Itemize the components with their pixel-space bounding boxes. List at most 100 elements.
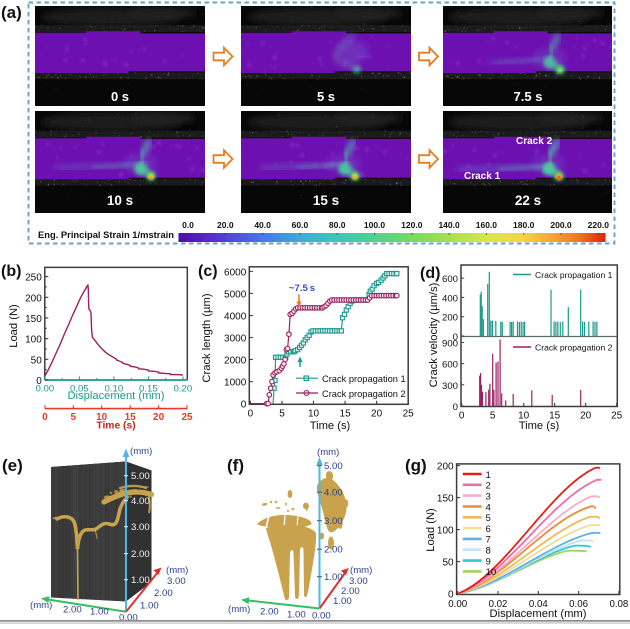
svg-text:3: 3 [486,491,491,502]
svg-text:1.00: 1.00 [140,601,159,612]
svg-text:600: 600 [442,360,458,371]
svg-text:8: 8 [486,546,491,557]
svg-text:10 s: 10 s [107,193,133,208]
svg-text:10: 10 [486,567,497,578]
svg-text:(mm): (mm) [228,604,250,615]
svg-text:5.00: 5.00 [131,471,150,482]
svg-text:(mm): (mm) [30,600,52,611]
svg-text:5: 5 [279,408,285,419]
svg-text:5: 5 [486,513,491,524]
svg-text:100: 100 [25,335,42,346]
svg-text:6: 6 [486,524,491,535]
svg-text:Time (s): Time (s) [96,421,135,432]
svg-text:9: 9 [486,556,491,567]
svg-text:(mm): (mm) [166,565,188,576]
svg-text:140.0: 140.0 [438,220,460,230]
svg-text:2.00: 2.00 [324,545,343,556]
svg-text:1.00: 1.00 [333,596,352,607]
svg-text:20: 20 [371,408,383,419]
svg-text:Displacement (mm): Displacement (mm) [68,390,165,402]
svg-text:Crack length (µm): Crack length (µm) [201,293,213,382]
svg-text:200: 200 [25,293,42,304]
svg-text:0: 0 [448,590,454,601]
svg-text:600: 600 [442,274,458,285]
svg-text:0.00: 0.00 [448,599,467,610]
svg-text:0: 0 [36,376,42,387]
svg-text:200.0: 200.0 [550,220,572,230]
svg-text:2: 2 [486,481,491,492]
svg-text:50: 50 [442,558,454,569]
svg-text:Crack propagation 1: Crack propagation 1 [322,374,406,384]
svg-text:3.00: 3.00 [349,576,368,587]
svg-text:2.00: 2.00 [131,549,150,560]
svg-text:(mm): (mm) [130,446,152,457]
svg-text:200: 200 [442,313,458,324]
svg-text:25: 25 [403,408,415,419]
svg-text:1000: 1000 [224,378,247,389]
svg-text:Time (s): Time (s) [519,420,560,432]
svg-text:2.00: 2.00 [341,586,360,597]
svg-text:0.00: 0.00 [119,613,138,624]
svg-text:15: 15 [125,412,137,423]
svg-text:10: 10 [518,411,530,422]
svg-text:Crack propagation 2: Crack propagation 2 [322,389,406,399]
svg-text:0.04: 0.04 [529,599,548,610]
svg-text:Crack propagation 1: Crack propagation 1 [535,270,613,280]
svg-text:1.00: 1.00 [324,572,343,583]
svg-text:0.02: 0.02 [489,599,508,610]
svg-text:2.00: 2.00 [63,605,82,616]
svg-text:220.0: 220.0 [588,220,610,230]
svg-text:4.00: 4.00 [324,488,343,499]
svg-text:Crack propagation 2: Crack propagation 2 [535,343,613,353]
svg-text:Eng. Principal Strain 1/mstrai: Eng. Principal Strain 1/mstrain [38,230,174,241]
svg-text:20.0: 20.0 [217,220,234,230]
svg-text:(e): (e) [2,456,23,475]
svg-text:60.0: 60.0 [292,220,309,230]
svg-text:0: 0 [453,402,458,413]
svg-text:0.20: 0.20 [174,384,193,395]
svg-text:0: 0 [248,408,254,419]
svg-text:180.0: 180.0 [513,220,535,230]
svg-text:Displacement (mm): Displacement (mm) [490,608,587,620]
svg-text:~7.5 s: ~7.5 s [289,283,315,294]
svg-text:0: 0 [459,411,465,422]
svg-text:2000: 2000 [224,356,247,367]
svg-text:5.00: 5.00 [324,461,343,472]
svg-text:3.00: 3.00 [131,522,150,533]
svg-text:400: 400 [442,293,458,304]
svg-text:120.0: 120.0 [401,220,423,230]
svg-text:(g): (g) [405,456,427,475]
svg-text:(f): (f) [227,456,244,475]
svg-text:(mm): (mm) [317,447,339,458]
svg-text:5: 5 [490,411,496,422]
svg-text:Load (N): Load (N) [425,508,437,552]
svg-text:Load (N): Load (N) [8,304,20,348]
svg-text:100: 100 [437,526,454,537]
svg-text:80.0: 80.0 [329,220,346,230]
svg-text:1.00: 1.00 [131,575,150,586]
svg-text:0.08: 0.08 [609,599,628,610]
svg-text:2.00: 2.00 [260,607,279,618]
svg-text:0.05: 0.05 [70,384,89,395]
svg-text:0: 0 [42,412,48,423]
svg-text:3000: 3000 [224,334,247,345]
svg-text:4000: 4000 [224,312,247,323]
svg-text:4: 4 [486,502,492,513]
svg-text:5 s: 5 s [317,89,335,104]
svg-text:10: 10 [96,412,108,423]
svg-text:0: 0 [453,332,458,343]
svg-text:40.0: 40.0 [254,220,271,230]
svg-text:5: 5 [71,412,77,423]
svg-text:7.5 s: 7.5 s [514,89,543,104]
svg-text:0.00: 0.00 [36,384,55,395]
svg-text:160.0: 160.0 [476,220,498,230]
svg-text:0.06: 0.06 [569,599,588,610]
svg-text:Crack 2: Crack 2 [516,136,553,147]
svg-text:1.00: 1.00 [90,607,109,618]
svg-text:150: 150 [25,314,42,325]
svg-text:25: 25 [181,412,193,423]
svg-text:20: 20 [153,412,165,423]
svg-text:10: 10 [308,408,320,419]
svg-text:22 s: 22 s [515,193,541,208]
svg-text:200: 200 [437,462,454,473]
